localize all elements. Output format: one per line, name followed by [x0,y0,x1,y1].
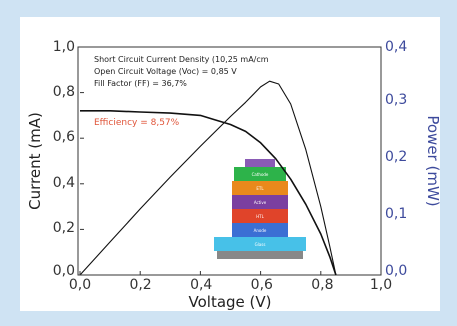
axis-tick-marks [79,46,382,276]
y-axis-title: Current (mA) [26,112,44,210]
y-tick-label: 0,8 [53,84,75,100]
x-axis-ticks: 0,0 0,2 0,4 0,6 0,8 1,0 [69,277,392,293]
annotation-efficiency: Efficiency = 8,57% [94,118,180,128]
x-tick-label: 1,0 [370,277,392,293]
y2-axis-ticks: 0,0 0,1 0,2 0,3 0,4 [385,39,407,279]
stack-layer [232,223,288,237]
x-axis-title: Voltage (V) [189,293,272,311]
x-tick-label: 0,2 [129,277,151,293]
stack-layer-label: Glass [255,242,266,247]
series-line-current [80,110,337,276]
series-line-power [79,80,337,276]
x-tick-label: 0,8 [311,277,333,293]
stack-layer-label: ETL [256,186,264,191]
y2-tick-label: 0,1 [385,206,407,222]
stack-layer [232,181,288,195]
stack-layer-label: HTL [256,214,264,219]
x-tick-label: 0,0 [69,277,91,293]
chart-svg: 0,0 0,2 0,4 0,6 0,8 1,0 0,0 0,2 0,4 0,6 … [26,39,440,311]
chart-panel: 0,0 0,2 0,4 0,6 0,8 1,0 0,0 0,2 0,4 0,6 … [20,17,440,311]
stack-layer-label: Active [254,200,267,205]
stack-layer [232,209,288,223]
stack-layer-label: Anode [254,228,267,233]
stack-layer [245,159,275,167]
device-stack-illustration: Cathode ETL Active HTL Anode Glass [214,159,306,259]
stack-layer [214,237,306,251]
y-tick-label: 0,0 [53,263,75,279]
plot-area [77,46,382,276]
y2-tick-label: 0,3 [385,92,407,108]
annotation-ff: Fill Factor (FF) = 36,7% [94,79,187,88]
x-tick-label: 0,6 [251,277,273,293]
stack-layer [232,195,288,209]
stack-layer-label: Cathode [252,172,269,177]
series-layer [79,46,382,276]
y-tick-label: 0,6 [53,129,75,145]
y2-axis-title: Power (mW) [424,115,440,206]
y2-tick-label: 0,0 [385,263,407,279]
y2-tick-label: 0,2 [385,149,407,165]
y-tick-label: 1,0 [53,39,75,55]
annotation-voc: Open Circuit Voltage (Voc) = 0,85 V [94,67,237,76]
y-tick-label: 0,2 [53,220,75,236]
y-tick-label: 0,4 [53,175,75,191]
y2-tick-label: 0,4 [385,39,407,55]
y-axis-ticks: 0,0 0,2 0,4 0,6 0,8 1,0 [53,39,75,279]
stack-layer [234,167,286,181]
stack-layer [217,251,303,259]
x-tick-label: 0,4 [190,277,212,293]
annotation-jsc: Short Circuit Current Density (10,25 mA/… [94,55,269,64]
